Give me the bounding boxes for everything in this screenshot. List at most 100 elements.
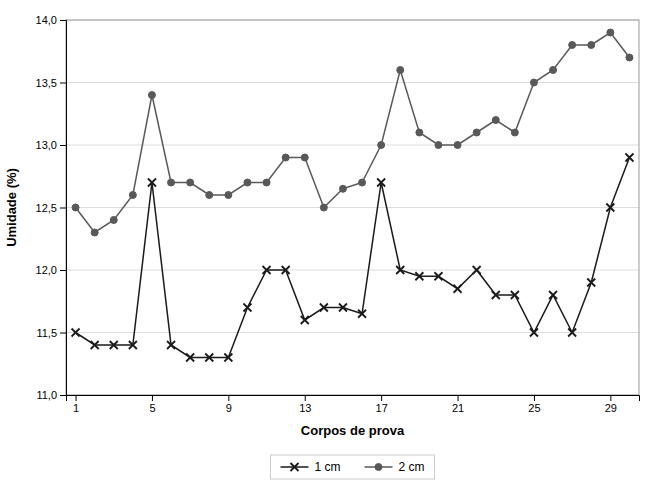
marker-shape [186,354,194,362]
point-marker [530,79,537,86]
point-marker [358,310,366,318]
point-marker [568,329,576,337]
point-marker [72,204,79,211]
plot: 159131721252911,011,512,012,513,013,514,… [4,14,640,438]
marker-shape [224,354,232,362]
x-tick-label: 29 [605,402,617,414]
marker-shape [530,79,537,86]
marker-shape [454,142,461,149]
marker-shape [511,291,519,299]
marker-shape [587,279,595,287]
marker-shape [263,266,271,274]
legend-marker-shape [290,463,298,471]
marker-shape [549,291,557,299]
marker-shape [511,129,518,136]
point-marker [530,329,538,337]
x-tick-mark [534,395,535,401]
point-marker [511,129,518,136]
marker-shape [607,29,614,36]
x-tick-mark [610,395,611,401]
x-tick: 25 [528,395,540,414]
marker-shape [377,179,385,187]
marker-shape [110,217,117,224]
y-tick-label: 12,0 [36,264,57,276]
series [72,154,634,362]
marker-shape [378,142,385,149]
y-tick-label: 11,0 [36,389,57,401]
marker-shape [359,179,366,186]
point-marker [225,192,232,199]
marker-shape [568,329,576,337]
x-tick-mark [381,395,382,401]
marker-shape [339,185,346,192]
y-axis-title: Umidade (%) [4,168,19,247]
point-marker [110,341,118,349]
point-marker [110,217,117,224]
y-tick-label: 13,5 [36,77,57,89]
point-marker [569,42,576,49]
point-marker [434,272,442,280]
marker-shape [473,129,480,136]
point-marker [435,142,442,149]
x-tick-label: 21 [452,402,464,414]
marker-shape [434,272,442,280]
x-tick: 13 [299,395,311,414]
point-marker [416,129,423,136]
point-marker [339,185,346,192]
y-axis: 11,011,512,012,513,013,514,0 [36,14,67,401]
y-tick-mark [60,208,66,209]
y-tick-mark [60,270,66,271]
x-tick: 29 [605,395,617,414]
point-marker [473,266,481,274]
y-tick: 12,5 [36,202,66,214]
point-marker [206,192,213,199]
legend: 1 cm 2 cm [270,455,434,479]
point-marker [301,316,309,324]
marker-shape [205,354,213,362]
y-tick: 12,0 [36,264,66,276]
point-marker [282,154,289,161]
marker-shape [72,329,80,337]
marker-shape [339,304,347,312]
point-marker [224,354,232,362]
marker-shape [569,42,576,49]
point-marker [397,67,404,74]
marker-shape [492,117,499,124]
point-marker [282,266,290,274]
legend-label: 1 cm [314,460,340,474]
point-marker [263,179,270,186]
data-area [72,29,634,362]
point-marker [588,42,595,49]
point-marker [454,285,462,293]
y-tick: 11,0 [36,389,66,401]
y-tick-mark [60,83,66,84]
x-tick-mark [152,395,153,401]
point-marker [359,179,366,186]
marker-shape [492,291,500,299]
legend-box [270,455,434,479]
x-tick: 21 [452,395,464,414]
y-tick: 13,5 [36,77,66,89]
chart: 159131721252911,011,512,012,513,013,514,… [0,0,663,495]
marker-shape [225,192,232,199]
marker-shape [625,154,633,162]
point-marker [205,354,213,362]
marker-shape [588,42,595,49]
marker-shape [91,229,98,236]
grid-line [66,82,639,83]
grid-line [66,207,639,208]
point-marker [549,291,557,299]
point-marker [511,291,519,299]
marker-shape [320,304,328,312]
point-marker [396,266,404,274]
x-tick-label: 5 [149,402,155,414]
point-marker [91,229,98,236]
point-marker [377,179,385,187]
legend-label: 2 cm [399,460,425,474]
grid-line [66,145,639,146]
point-marker [263,266,271,274]
point-marker [550,67,557,74]
marker-shape [72,204,79,211]
x-tick: 17 [376,395,388,414]
marker-shape [396,266,404,274]
